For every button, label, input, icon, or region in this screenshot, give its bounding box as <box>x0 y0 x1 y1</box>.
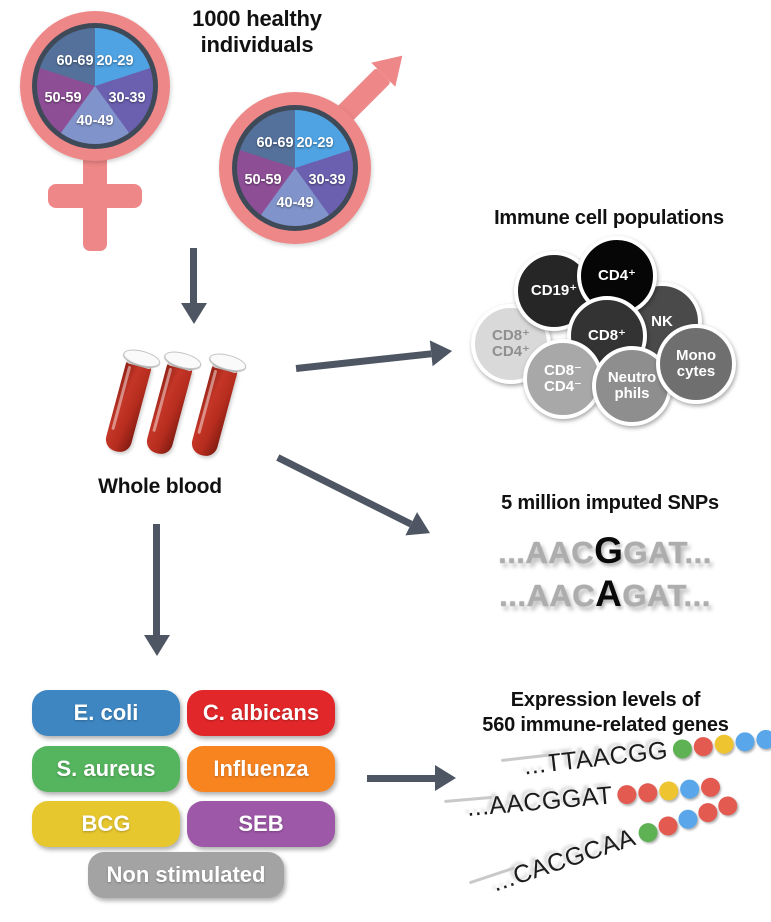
gene-sequence: ...CACGCAA <box>488 822 639 897</box>
cell-label: Mono cytes <box>676 347 716 380</box>
stimulus-s-aureus: S. aureus <box>32 746 180 792</box>
expression-title: Expression levels of 560 immune-related … <box>482 689 729 736</box>
blue-dot <box>676 806 701 831</box>
stimulus-influenza: Influenza <box>187 746 335 792</box>
stimulus-bcg: BCG <box>32 801 180 847</box>
snp-variant-allele: G <box>594 530 624 571</box>
blue-dot <box>755 728 771 750</box>
snp-sequence-ref: ...AACGGAT... <box>440 530 770 572</box>
stimulus-non-stimulated: Non stimulated <box>88 852 284 898</box>
red-dot <box>696 799 721 825</box>
red-dot <box>637 781 659 803</box>
age-label-60-69: 60-69 <box>56 53 94 69</box>
red-dot <box>616 783 638 805</box>
arrow-individuals-to-blood <box>181 248 207 324</box>
cell-label: CD8⁺ <box>588 327 626 345</box>
age-label-20-29: 20-29 <box>96 53 134 69</box>
arrow-blood-to-snps <box>272 445 436 545</box>
stimulus-label: Non stimulated <box>106 862 266 887</box>
age-label-50-59: 50-59 <box>44 90 82 106</box>
green-dot <box>636 819 661 845</box>
cell-label: CD4⁺ <box>598 267 636 285</box>
age-label-40-49: 40-49 <box>76 113 114 129</box>
female-symbol-crossbar <box>48 184 142 208</box>
age-label-20-29: 20-29 <box>296 135 334 151</box>
stimulus-label: E. coli <box>73 700 139 725</box>
snps-title: 5 million imputed SNPs <box>501 492 719 514</box>
stimulus-label: Influenza <box>213 756 309 781</box>
stimulus-seb: SEB <box>187 801 335 847</box>
yellow-dot <box>658 780 680 801</box>
snp-suffix: GAT... <box>623 535 712 570</box>
arrow-blood-to-cells <box>295 338 454 381</box>
snp-sequence-alt: ...AACAGAT... <box>440 573 770 615</box>
age-label-30-39: 30-39 <box>308 172 346 188</box>
stimulus-c-albicans: C. albicans <box>187 690 335 736</box>
blue-dot <box>734 730 756 752</box>
snp-prefix: ...AAC <box>498 535 595 570</box>
snp-variant-allele: A <box>595 573 623 614</box>
cell-label: Neutro phils <box>607 369 657 402</box>
snp-prefix: ...AAC <box>499 578 596 613</box>
stimulus-label: BCG <box>81 811 131 836</box>
cell-label: NK <box>651 313 673 331</box>
age-label-40-49: 40-49 <box>276 195 314 211</box>
cell-label: CD8⁻ CD4⁻ <box>544 362 582 395</box>
immune-cells-title: Immune cell populations <box>494 207 724 229</box>
male-age-pie-chart: 20-29 30-39 40-49 50-59 60-69 <box>237 110 353 226</box>
arrow-stimuli-to-expression <box>367 765 456 791</box>
red-dot <box>692 735 714 757</box>
gene-sequence: ...AACGGAT <box>465 780 614 822</box>
green-dot <box>671 737 693 759</box>
age-label-60-69: 60-69 <box>256 135 294 151</box>
yellow-dot <box>713 733 735 755</box>
stimulus-label: S. aureus <box>56 756 156 781</box>
stimulus-label: SEB <box>238 811 284 836</box>
blue-dot <box>679 778 701 799</box>
whole-blood-label: Whole blood <box>98 475 222 498</box>
arrow-blood-to-stimuli <box>144 524 170 656</box>
female-age-pie-chart: 20-29 30-39 40-49 50-59 60-69 <box>37 28 153 144</box>
cell-monocytes: Mono cytes <box>656 324 736 404</box>
age-label-30-39: 30-39 <box>108 90 146 106</box>
red-dot <box>716 793 741 818</box>
snp-suffix: GAT... <box>622 578 711 613</box>
red-dot <box>656 813 681 838</box>
gene-sequence: ...TTAACGG <box>522 735 670 780</box>
cell-label: CD8⁺ CD4⁺ <box>492 327 530 360</box>
age-label-50-59: 50-59 <box>244 172 282 188</box>
expression-dots <box>670 728 771 759</box>
figure-title: 1000 healthy individuals <box>192 6 322 58</box>
stimulus-label: C. albicans <box>202 700 320 725</box>
cell-label: CD19⁺ <box>530 282 578 300</box>
stimulus-e-coli: E. coli <box>32 690 180 736</box>
cell-cd8neg-cd4neg: CD8⁻ CD4⁻ <box>523 339 603 419</box>
